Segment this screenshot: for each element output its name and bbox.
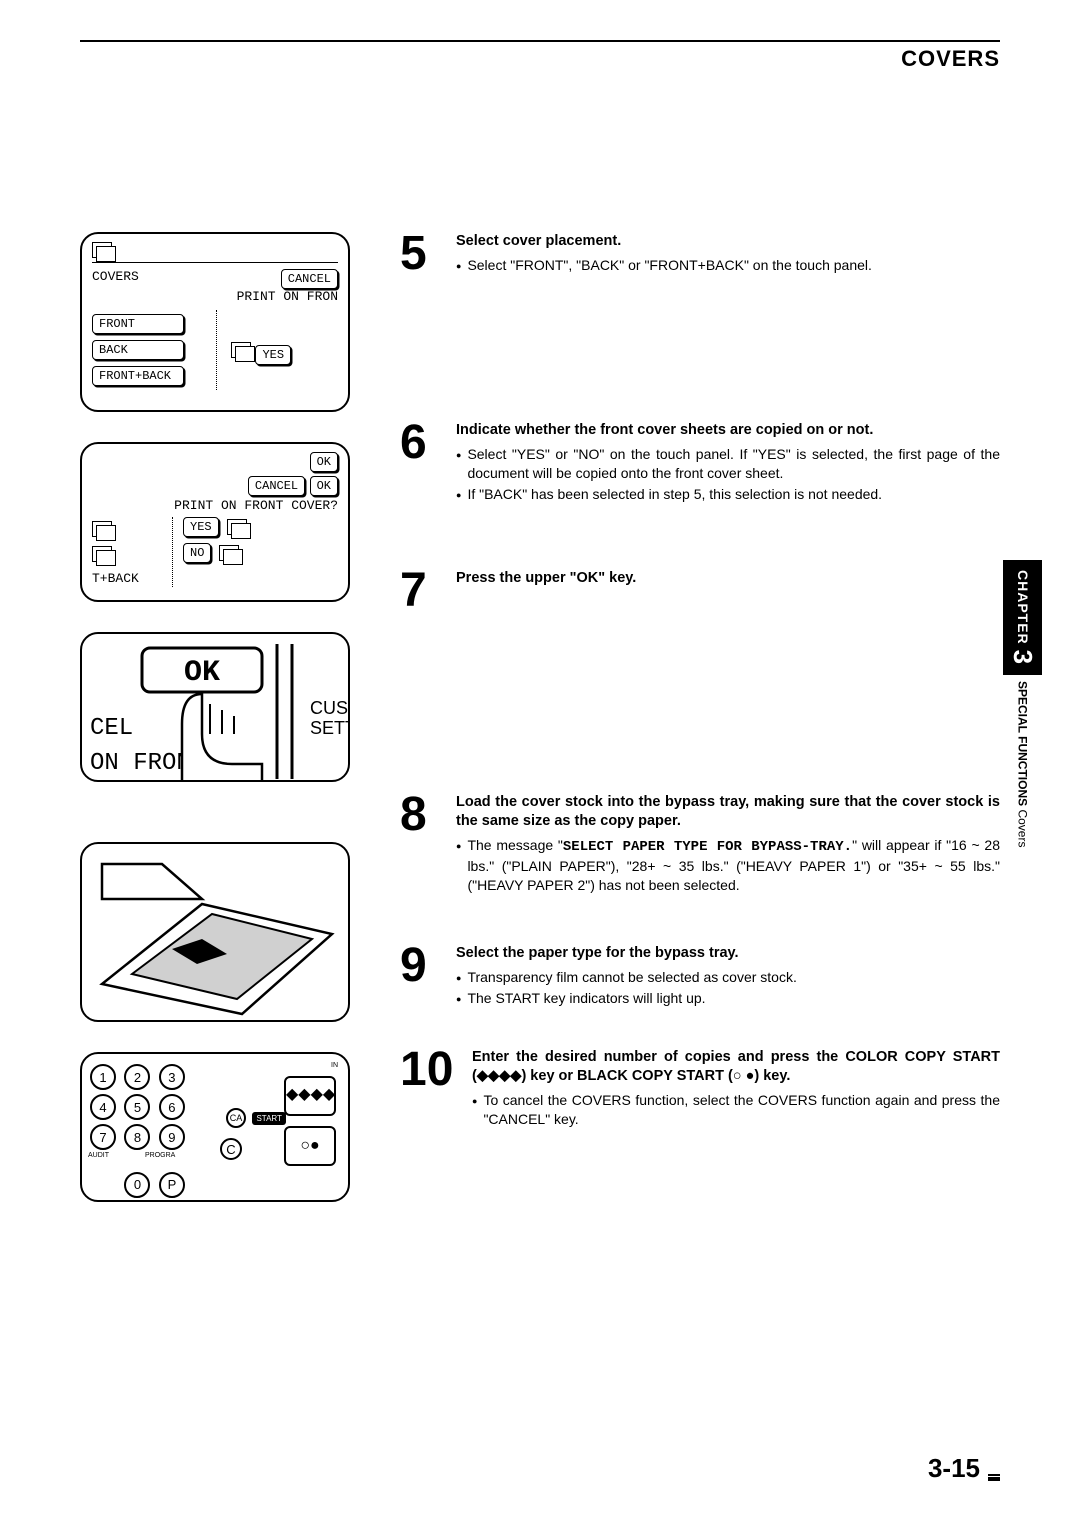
chapter-label: CHAPTER [1015, 570, 1031, 645]
key-9[interactable]: 9 [159, 1124, 185, 1150]
step-10: 10 Enter the desired number of copies an… [400, 1048, 1000, 1129]
touch-panel-illustration-6: OK CANCEL OK PRINT ON FRONT COVER? T+BAC… [80, 442, 350, 602]
step-title: Load the cover stock into the bypass tra… [456, 793, 1000, 832]
page-icon [231, 342, 251, 358]
step-bullet: To cancel the COVERS function, select th… [483, 1091, 1000, 1129]
step-9: 9 Select the paper type for the bypass t… [400, 944, 1000, 1007]
cus-text: CUS [310, 698, 348, 718]
step-number: 7 [400, 569, 456, 612]
key-3[interactable]: 3 [159, 1064, 185, 1090]
step-bullet: Transparency film cannot be selected as … [467, 968, 1000, 987]
key-7[interactable]: 7 [90, 1124, 116, 1150]
panel5-print-on-label: PRINT ON FRON [92, 289, 338, 304]
page-icon [227, 519, 247, 535]
page-section-title: COVERS [80, 46, 1000, 72]
key-2[interactable]: 2 [124, 1064, 150, 1090]
step-title: Enter the desired number of copies and p… [472, 1048, 1000, 1087]
side-section-bold: SPECIAL FUNCTIONS [1016, 681, 1030, 806]
key-4[interactable]: 4 [90, 1094, 116, 1120]
page-num-decoration [988, 1474, 1000, 1476]
step-5: 5 Select cover placement. Select "FRONT"… [400, 232, 1000, 275]
back-button[interactable]: BACK [92, 340, 184, 360]
yes-button[interactable]: YES [255, 345, 291, 365]
side-section-rest: Covers [1016, 806, 1030, 847]
c-key[interactable]: C [220, 1138, 242, 1160]
step-number: 8 [400, 793, 456, 895]
step-number: 9 [400, 944, 456, 1007]
yes-button[interactable]: YES [183, 517, 219, 537]
frontback-button[interactable]: FRONT+BACK [92, 366, 184, 386]
keypad-illustration: 1 2 3 4 5 6 7 8 9 [80, 1052, 350, 1202]
step-bullet: If "BACK" has been selected in step 5, t… [467, 485, 1000, 504]
panel6-question: PRINT ON FRONT COVER? [92, 498, 338, 513]
page-icon [92, 521, 112, 537]
key-0[interactable]: 0 [124, 1172, 150, 1198]
front-button[interactable]: FRONT [92, 314, 184, 334]
page-number: 3-15 [928, 1453, 980, 1484]
start-label: START [252, 1112, 285, 1125]
color-start-key[interactable]: ◆◆◆◆ [284, 1076, 336, 1116]
page-icon [219, 545, 239, 561]
step-bullet: The START key indicators will light up. [467, 989, 1000, 1008]
ok-button[interactable]: OK [310, 476, 338, 496]
ok-text: OK [184, 656, 220, 690]
step-number: 6 [400, 421, 456, 503]
illustrations-column: COVERS CANCEL PRINT ON FRON FRONT BACK F… [80, 232, 380, 1232]
key-p[interactable]: P [159, 1172, 185, 1198]
step-number: 5 [400, 232, 456, 275]
progra-label: PROGRA [145, 1152, 175, 1159]
touch-panel-illustration-5: COVERS CANCEL PRINT ON FRON FRONT BACK F… [80, 232, 350, 412]
page-icon [92, 546, 112, 562]
step-6: 6 Indicate whether the front cover sheet… [400, 421, 1000, 503]
bypass-tray-illustration [80, 842, 350, 1022]
ca-key[interactable]: CA [226, 1108, 246, 1128]
steps-column: 5 Select cover placement. Select "FRONT"… [380, 232, 1000, 1232]
key-1[interactable]: 1 [90, 1064, 116, 1090]
panel6-tback: T+BACK [92, 571, 162, 586]
ok-key-illustration: OK CUS SETT CEL ON FRON [80, 632, 350, 782]
cancel-button[interactable]: CANCEL [248, 476, 305, 496]
audit-label: AUDIT [88, 1152, 109, 1159]
chapter-number: 3 [1008, 650, 1038, 665]
step-title: Indicate whether the front cover sheets … [456, 421, 1000, 441]
key-6[interactable]: 6 [159, 1094, 185, 1120]
step-bullet: Select "FRONT", "BACK" or "FRONT+BACK" o… [467, 256, 1000, 275]
step-title: Press the upper "OK" key. [456, 569, 1000, 589]
panel5-title: COVERS [92, 269, 139, 289]
black-start-key[interactable]: ○● [284, 1126, 336, 1166]
step-title: Select cover placement. [456, 232, 1000, 252]
cancel-button[interactable]: CANCEL [281, 269, 338, 289]
step-8: 8 Load the cover stock into the bypass t… [400, 793, 1000, 895]
step-bullet: Select "YES" or "NO" on the touch panel.… [467, 445, 1000, 483]
key-5[interactable]: 5 [124, 1094, 150, 1120]
cel-text: CEL [90, 715, 133, 742]
step-number: 10 [400, 1048, 472, 1129]
side-chapter-tab: CHAPTER 3 SPECIAL FUNCTIONS Covers [1003, 560, 1042, 848]
page-num-decoration [988, 1477, 1000, 1481]
key-8[interactable]: 8 [124, 1124, 150, 1150]
step-bullet: The message "SELECT PAPER TYPE FOR BYPAS… [467, 836, 1000, 895]
ok-top-button[interactable]: OK [310, 452, 338, 472]
in-label: IN [331, 1062, 338, 1069]
page-icon [92, 242, 112, 258]
step-title: Select the paper type for the bypass tra… [456, 944, 1000, 964]
step-7: 7 Press the upper "OK" key. [400, 569, 1000, 612]
sett-text: SETT [310, 718, 350, 738]
no-button[interactable]: NO [183, 543, 211, 563]
onfron-text: ON FRON [90, 750, 191, 777]
